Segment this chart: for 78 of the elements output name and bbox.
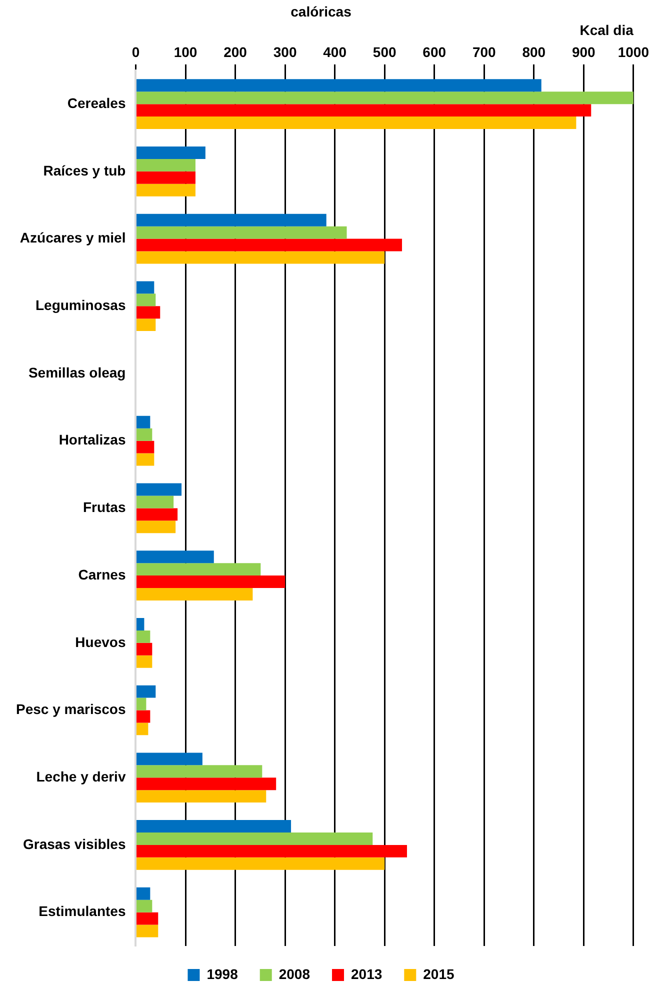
bar [136,820,292,833]
bar [136,483,182,496]
legend-label: 2015 [423,966,455,982]
bar [136,294,156,306]
x-tick-label: 500 [372,44,396,60]
bar [136,752,202,766]
x-tick-label: 700 [472,44,496,60]
x-tick-label: 100 [174,44,198,60]
bar [136,496,174,508]
y-tick-label: Raíces y tub [43,162,126,178]
bar [136,630,150,643]
bar [136,158,196,172]
bar [136,171,196,184]
y-tick-label: Grasas visibles [22,836,126,852]
x-tick-label: 0 [132,44,140,60]
x-tick-label: 400 [323,44,347,60]
bar [136,508,178,521]
y-tick-label: Pesc y mariscos [16,701,126,718]
bar [136,900,152,912]
y-tick-label: Azúcares y miel [20,230,126,246]
bar [136,318,156,332]
x-tick-label: 900 [572,44,596,60]
bar [136,226,347,239]
x-tick-label: 600 [422,44,446,60]
legend-label: 2008 [278,966,310,982]
bar [136,453,154,466]
bar [136,642,152,656]
bar [136,251,385,264]
legend-label: 1998 [206,966,238,982]
bar [136,924,158,938]
y-tick-label: Semillas oleag [28,364,126,380]
bar [136,79,542,92]
bar [136,92,634,104]
bar [136,887,150,900]
y-tick-label: Huevos [75,634,126,650]
bar [136,146,206,159]
y-tick-label: Carnes [78,566,126,582]
bar [136,576,286,588]
bar [136,104,592,117]
bar [136,778,276,790]
bar [136,655,152,668]
bar [136,857,385,870]
bar [136,440,154,454]
bar [136,416,150,428]
y-tick-label: Frutas [82,499,126,516]
bar [136,281,154,294]
x-axis-title: Kcal dia [580,22,634,38]
bar [136,912,158,925]
x-tick-label: 200 [224,44,248,60]
bar [136,722,148,736]
y-tick-label: Cereales [67,94,126,111]
y-tick-label: Estimulantes [38,903,126,920]
x-tick-label: 800 [522,44,546,60]
y-tick-label: Leche y deriv [36,768,126,784]
bar [136,238,402,252]
y-tick-label: Hortalizas [58,432,126,448]
bar [136,685,156,698]
bar [136,428,152,441]
bar [136,618,144,630]
bar [136,790,266,803]
y-tick-label: Leguminosas [35,297,126,313]
bar [136,520,176,534]
x-tick-label: 300 [273,44,297,60]
bar [136,214,326,226]
chart-title: calóricas [290,3,352,20]
bar [136,844,407,858]
x-tick-label: 1000 [618,44,650,60]
bar [136,588,253,600]
bar [136,832,373,845]
legend-label: 2013 [351,966,382,982]
bar [136,116,576,129]
bar [136,710,150,723]
bar [136,306,160,319]
bar [136,550,214,564]
bar [136,698,146,710]
bar [136,563,261,576]
bar [136,765,262,778]
bar [136,184,196,196]
